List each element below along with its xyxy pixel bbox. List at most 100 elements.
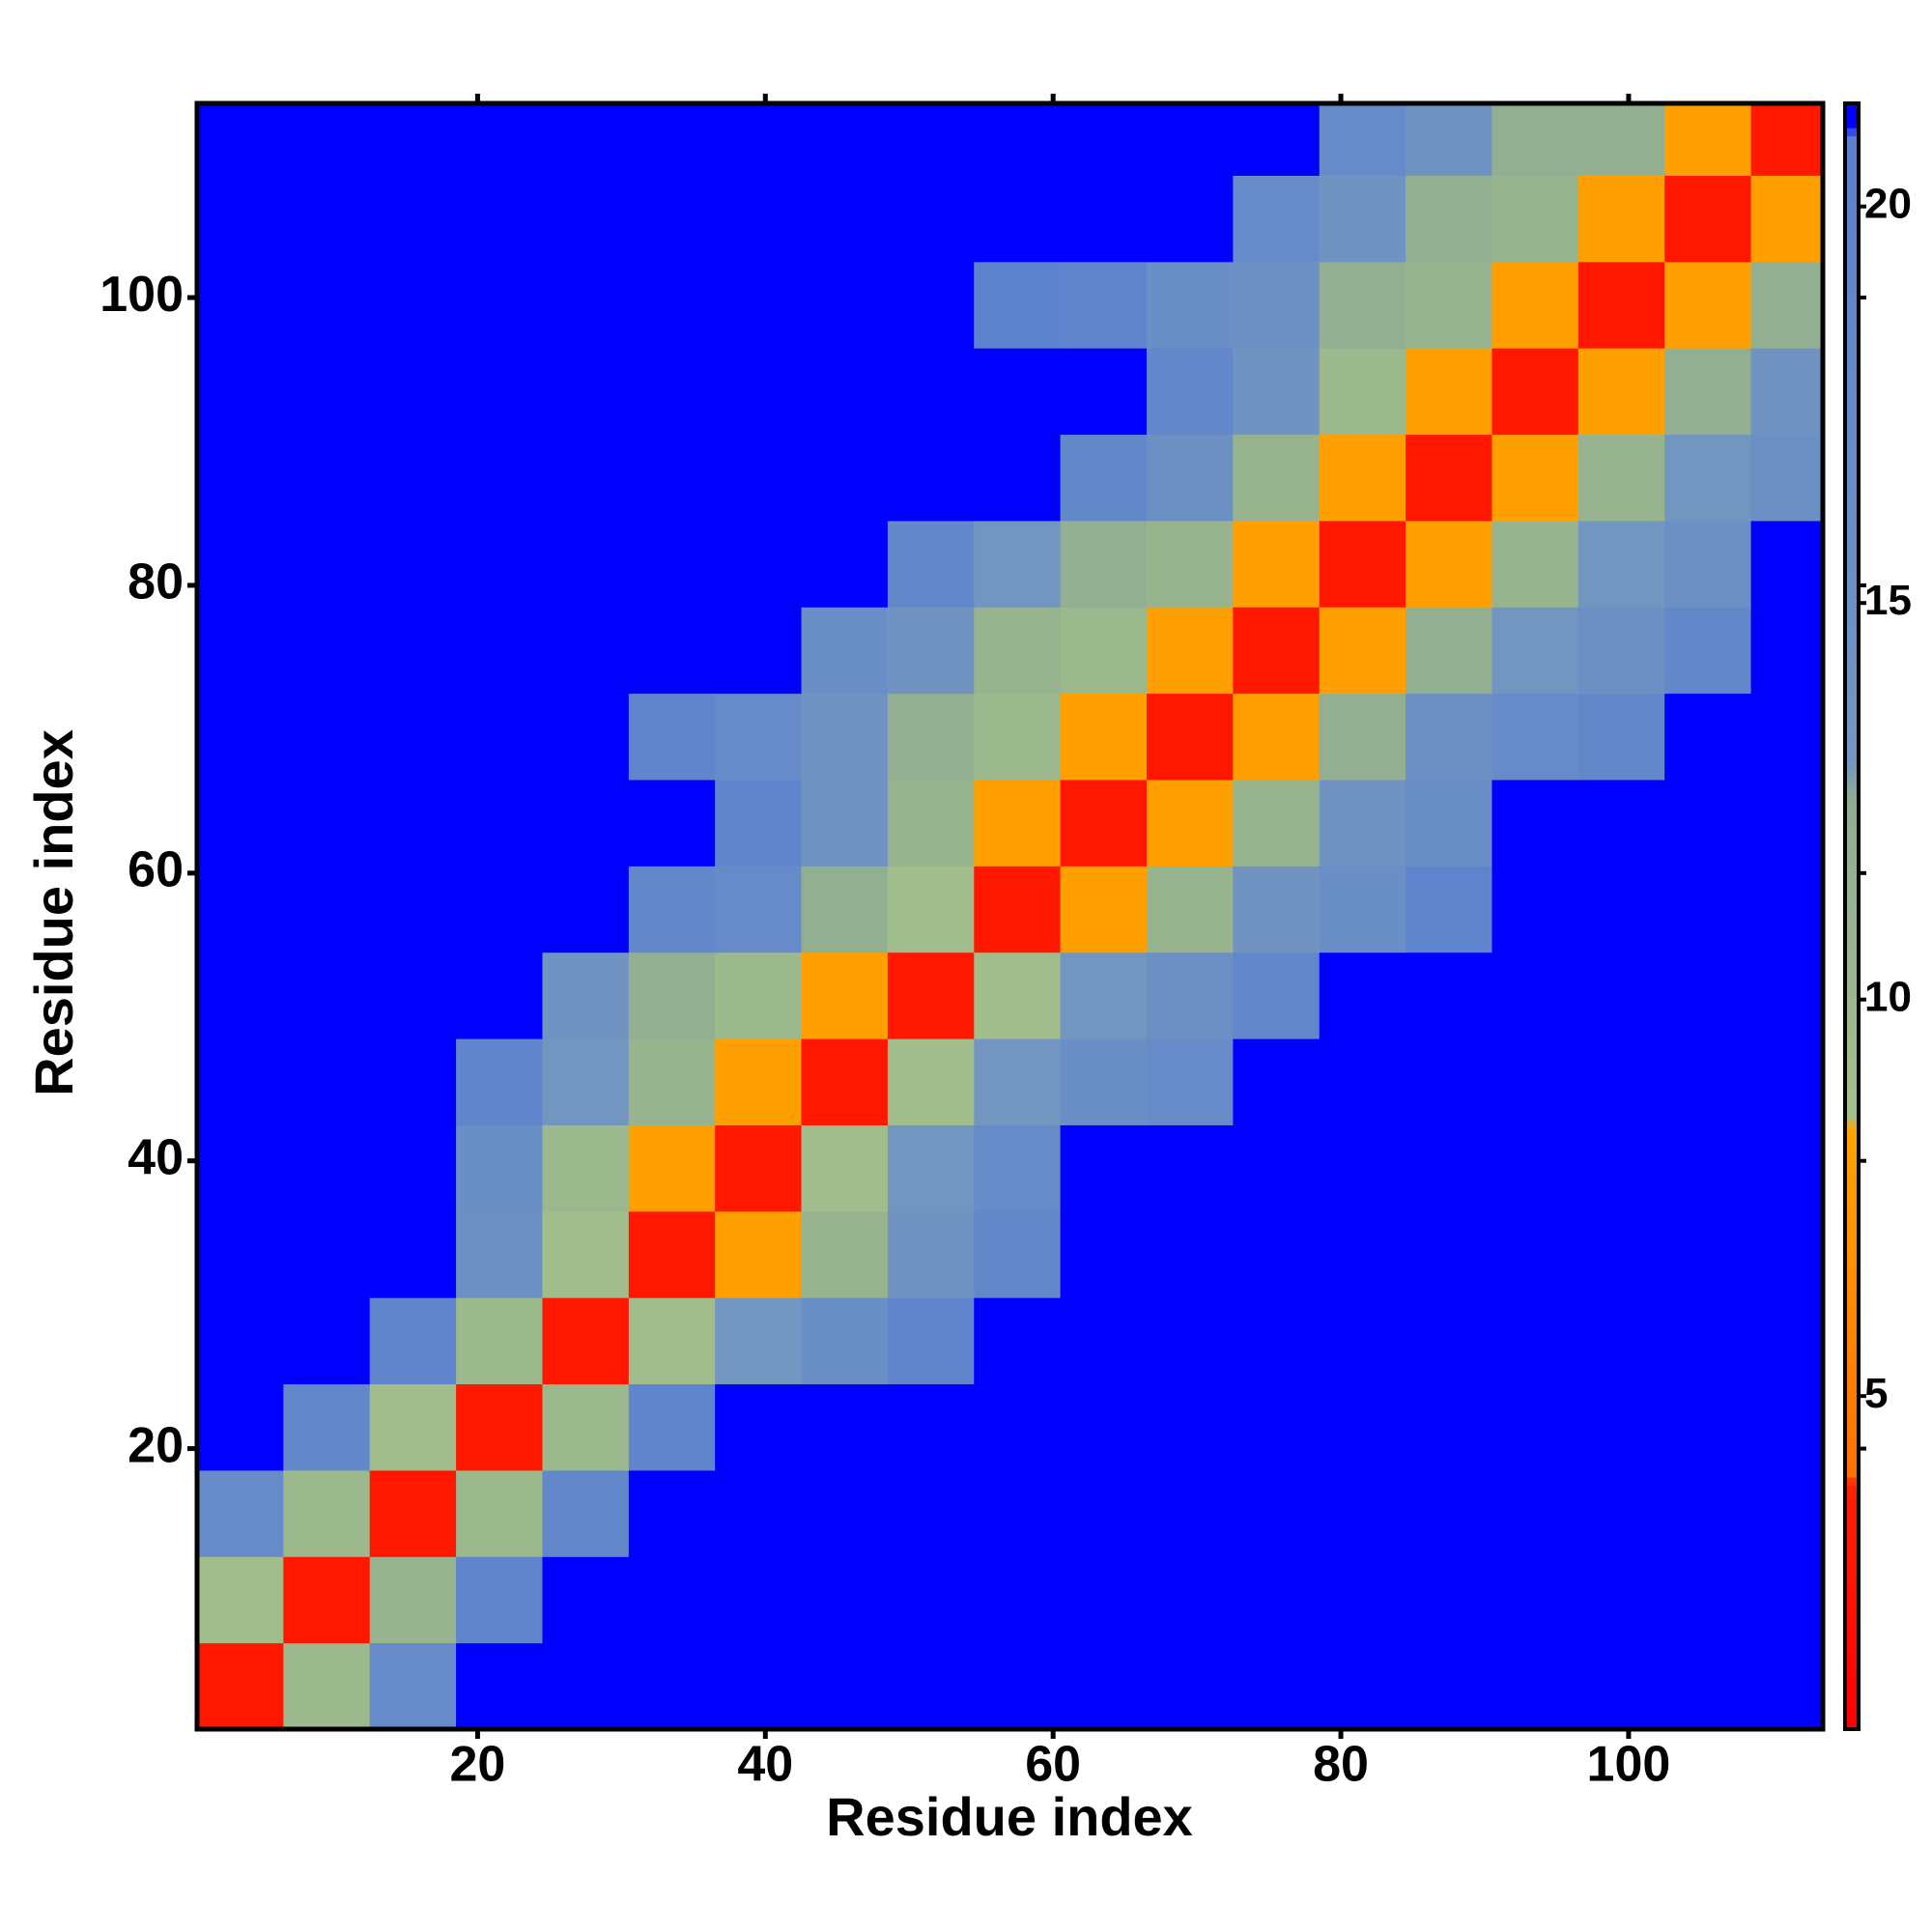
x-tick-label: 100 <box>1587 1737 1671 1793</box>
heatmap-cell <box>1319 693 1406 781</box>
colorbar-tick-label: 15 <box>1864 577 1912 624</box>
colorbar-step <box>1845 323 1859 332</box>
heatmap-cell <box>974 434 1062 522</box>
heatmap-cell <box>283 780 371 867</box>
heatmap-cell <box>1233 434 1321 522</box>
heatmap-cell <box>1492 1556 1579 1644</box>
heatmap-cell <box>197 1383 284 1471</box>
heatmap-cell <box>974 866 1062 953</box>
heatmap-cell <box>283 175 371 263</box>
heatmap-cell <box>1060 1124 1148 1212</box>
heatmap-cell <box>974 1642 1062 1730</box>
colorbar-step <box>1845 599 1859 609</box>
heatmap-cell <box>369 866 457 953</box>
colorbar-step <box>1845 1021 1859 1031</box>
heatmap-cell <box>1319 103 1406 176</box>
heatmap-cell <box>887 1383 975 1471</box>
colorbar-step <box>1845 1411 1859 1421</box>
colorbar-step <box>1845 875 1859 885</box>
colorbar-step <box>1845 119 1859 128</box>
heatmap-cell <box>715 348 803 436</box>
colorbar-step <box>1845 1339 1859 1348</box>
heatmap-cell <box>197 952 284 1039</box>
colorbar-step <box>1845 916 1859 925</box>
heatmap-cell <box>801 1642 889 1730</box>
heatmap-cell <box>542 1556 630 1644</box>
heatmap-cell <box>1492 348 1579 436</box>
colorbar-step <box>1845 330 1859 340</box>
heatmap-cell <box>542 693 630 781</box>
heatmap-cell <box>456 175 543 263</box>
heatmap-cell <box>715 1556 803 1644</box>
plot-frame <box>194 100 1826 1732</box>
heatmap-cell <box>1060 520 1148 608</box>
y-tick-label: 20 <box>128 1417 184 1473</box>
heatmap-cell <box>1577 780 1665 867</box>
heatmap-cell <box>369 1124 457 1212</box>
heatmap-cell <box>1146 1556 1234 1644</box>
colorbar-step <box>1845 314 1859 324</box>
colorbar-step <box>1845 428 1859 438</box>
heatmap-cell <box>1146 261 1234 349</box>
colorbar-step <box>1845 1347 1859 1356</box>
heatmap-cell <box>1664 866 1752 953</box>
colorbar-step <box>1845 387 1859 397</box>
colorbar-step <box>1845 298 1859 307</box>
heatmap-cell <box>1319 348 1406 436</box>
heatmap-cell <box>1060 261 1148 349</box>
heatmap-cell <box>1060 1556 1148 1644</box>
colorbar-step <box>1845 282 1859 292</box>
heatmap-cell <box>1664 1556 1752 1644</box>
heatmap-cell <box>715 103 803 176</box>
heatmap-cell <box>1577 866 1665 953</box>
colorbar-step <box>1845 704 1859 714</box>
colorbar-step <box>1845 842 1859 852</box>
heatmap-cell <box>1060 1383 1148 1471</box>
heatmap-cell <box>715 261 803 349</box>
heatmap-cell <box>1577 1210 1665 1298</box>
colorbar-step <box>1845 607 1859 616</box>
heatmap-cell <box>369 1383 457 1471</box>
heatmap-cell <box>801 780 889 867</box>
heatmap-cell <box>1577 261 1665 349</box>
heatmap-cell <box>1406 607 1492 695</box>
heatmap-cell <box>1406 520 1492 608</box>
colorbar-step <box>1845 144 1859 153</box>
heatmap-cell <box>801 607 889 695</box>
heatmap-cell <box>1146 952 1234 1039</box>
heatmap-cell <box>542 348 630 436</box>
heatmap-cell <box>1492 261 1579 349</box>
colorbar-step <box>1845 1509 1859 1519</box>
heatmap-cell <box>1492 1210 1579 1298</box>
heatmap-cell <box>801 1210 889 1298</box>
heatmap-cell <box>1233 1038 1321 1125</box>
colorbar-step <box>1845 103 1859 112</box>
heatmap-cell <box>1060 693 1148 781</box>
heatmap-cell <box>283 261 371 349</box>
heatmap-cell <box>1406 693 1492 781</box>
colorbar-step <box>1845 1241 1859 1251</box>
heatmap-cell <box>1233 175 1321 263</box>
colorbar-step <box>1845 1216 1859 1226</box>
heatmap-cell <box>197 1038 284 1125</box>
heatmap-cell <box>283 1210 371 1298</box>
colorbar-step <box>1845 1151 1859 1161</box>
heatmap-cell <box>801 1124 889 1212</box>
heatmap-cell <box>1577 1383 1665 1471</box>
heatmap-cell <box>369 693 457 781</box>
heatmap-cell <box>715 693 803 781</box>
colorbar-step <box>1845 111 1859 121</box>
heatmap-cell <box>369 1556 457 1644</box>
heatmap-cell <box>1319 780 1406 867</box>
colorbar-step <box>1845 1127 1859 1137</box>
heatmap-cell <box>1319 434 1406 522</box>
heatmap-cell <box>456 1210 543 1298</box>
heatmap-cell <box>369 520 457 608</box>
heatmap-cell <box>456 1038 543 1125</box>
heatmap-cell <box>628 866 716 953</box>
colorbar-step <box>1845 1615 1859 1625</box>
colorbar-step <box>1845 518 1859 527</box>
colorbar-step <box>1845 761 1859 771</box>
colorbar-step <box>1845 1030 1859 1039</box>
heatmap-cell <box>801 1297 889 1385</box>
